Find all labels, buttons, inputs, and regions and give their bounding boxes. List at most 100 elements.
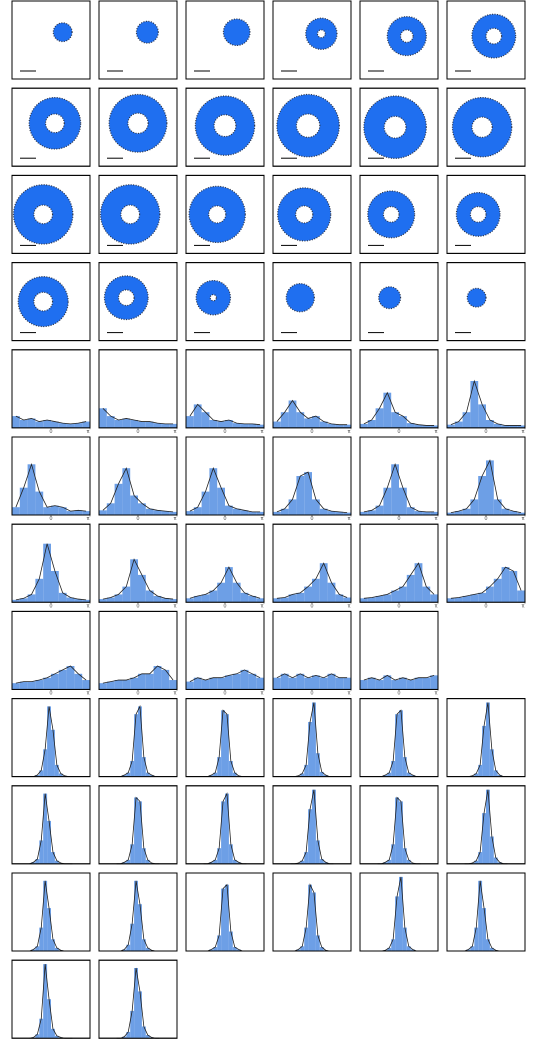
hist-bar: [273, 421, 281, 428]
hist-outline: [15, 665, 87, 684]
hist-bar: [145, 673, 154, 690]
hist-bar: [138, 706, 142, 777]
panel-border: [11, 785, 91, 865]
hist-bar: [383, 594, 392, 603]
hist-bar: [35, 680, 44, 690]
panel-border: [359, 0, 439, 80]
hist-bar: [288, 400, 297, 428]
x-tick-label: 0: [223, 603, 226, 609]
hist-bar: [161, 511, 170, 515]
x-tick-label: π: [260, 429, 263, 435]
hist-bar: [454, 421, 463, 428]
hist-bar: [304, 764, 309, 777]
x-tick-label: π: [347, 429, 350, 435]
x-tick-label: 0: [484, 516, 487, 522]
hist-bar: [327, 423, 336, 428]
hist-bar: [35, 946, 40, 951]
hist-bar: [225, 793, 229, 864]
hist-bar: [343, 512, 351, 515]
hist-bar: [478, 764, 483, 777]
hist-bar: [35, 775, 40, 777]
hist-bar: [122, 468, 131, 515]
hist-bar: [126, 944, 131, 951]
hist-bar: [240, 669, 249, 690]
panel-border: [359, 436, 439, 516]
hist-outline: [116, 796, 160, 865]
hist-bar: [232, 508, 241, 515]
hist-bar: [343, 597, 351, 603]
hist-bar: [39, 770, 44, 777]
hist-bar: [312, 499, 320, 515]
hist-bar: [51, 939, 55, 951]
hist-bar: [300, 860, 305, 864]
point-cloud: [12, 184, 74, 245]
hist-bar: [323, 862, 328, 864]
hist-outline: [276, 471, 348, 514]
hist-bar: [12, 599, 20, 603]
x-tick-label: 0: [223, 429, 226, 435]
hist-bar: [217, 421, 225, 428]
hist-bar: [402, 848, 407, 864]
hist-bar: [248, 511, 257, 515]
panel-frame: [98, 349, 178, 429]
hist-bar: [447, 424, 455, 428]
hist-bar: [280, 412, 289, 428]
hist-bar: [145, 1035, 150, 1039]
hist-bar: [312, 675, 320, 690]
hist-bar: [509, 571, 518, 603]
hist-bar: [47, 820, 51, 864]
hist-bar: [478, 404, 486, 428]
x-tick-label: 0: [136, 429, 139, 435]
hist-bar: [193, 677, 202, 690]
hist-bar: [74, 510, 83, 515]
hist-bar: [474, 773, 479, 777]
panel-border: [359, 349, 439, 429]
panel-border: [11, 349, 91, 429]
hist-outline: [363, 391, 435, 426]
hist-bar: [383, 392, 392, 428]
panel-border: [272, 610, 352, 690]
hist-bar: [130, 1010, 135, 1039]
point-cloud: [285, 283, 315, 313]
hist-bar: [43, 793, 48, 864]
x-tick-label: 0: [223, 691, 226, 697]
hist-bar: [19, 598, 28, 603]
hist-bar: [300, 946, 305, 951]
point-cloud: [194, 95, 256, 156]
hist-bar: [232, 859, 237, 864]
hist-outline: [450, 379, 522, 426]
hist-bar: [35, 1034, 40, 1039]
hist-bar: [391, 680, 399, 690]
point-cloud: [108, 93, 168, 153]
panel-border: [185, 87, 265, 167]
x-tick-label: π: [86, 603, 89, 609]
point-cloud: [378, 286, 402, 310]
x-tick-label: 0: [310, 429, 313, 435]
panel-border: [185, 0, 265, 80]
hist-bar: [39, 1018, 44, 1039]
hist-bar: [466, 949, 471, 951]
panel-border: [11, 872, 91, 952]
hist-bar: [161, 669, 170, 690]
point-cloud: [99, 184, 161, 245]
hist-bar: [482, 725, 486, 777]
hist-bar: [414, 677, 423, 690]
hist-bar: [402, 757, 407, 777]
panel-border: [98, 959, 178, 1039]
hist-outline: [464, 789, 508, 865]
hist-bar: [186, 681, 194, 690]
hist-bar: [375, 505, 384, 515]
hist-bar: [153, 423, 162, 428]
x-tick-label: π: [347, 516, 350, 522]
hist-outline: [450, 459, 522, 514]
hist-bar: [335, 424, 344, 428]
hist-bar: [422, 425, 431, 428]
panel-frame: [185, 0, 265, 80]
hist-bar: [186, 416, 194, 428]
panel-border: [359, 698, 439, 778]
hist-bar: [486, 586, 494, 603]
hist-bar: [43, 749, 48, 777]
panel-border: [272, 436, 352, 516]
hist-bar: [66, 423, 75, 428]
x-tick-label: π: [173, 603, 176, 609]
